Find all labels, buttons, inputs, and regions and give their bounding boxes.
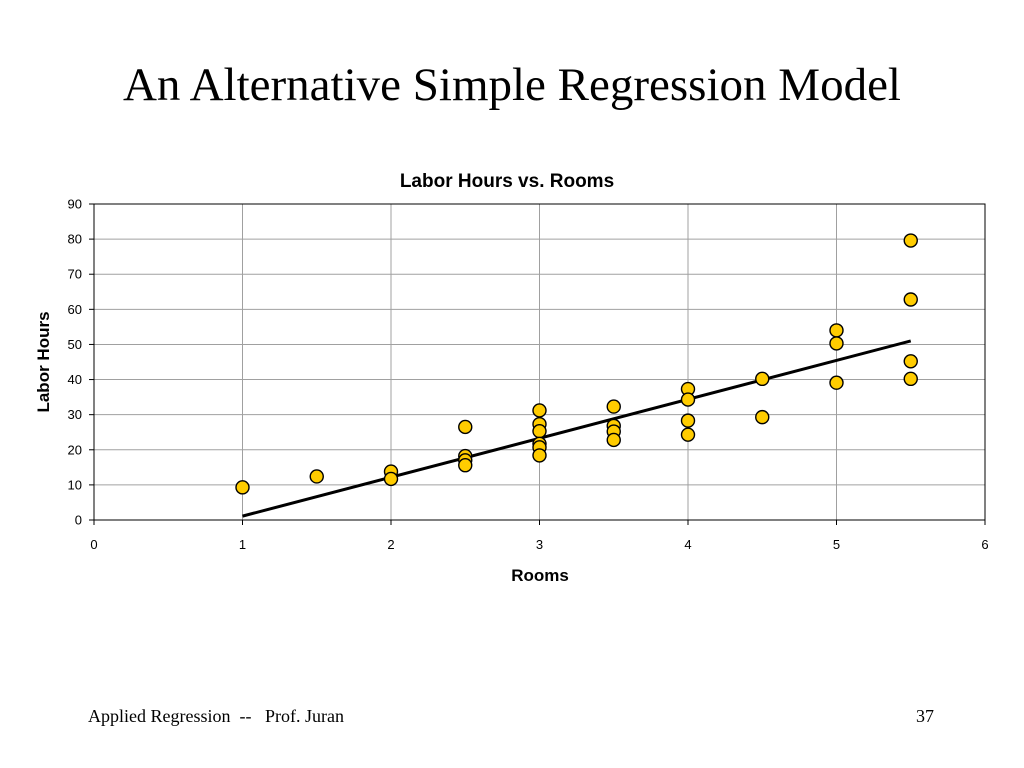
data-point [606,432,621,448]
data-point [309,469,324,484]
x-tick-label: 0 [90,537,97,552]
data-point [829,375,844,390]
data-point [755,409,770,425]
data-point [680,413,696,428]
trendline-group [242,339,912,518]
slide-title: An Alternative Simple Regression Model [122,59,901,111]
axis-ticks: 0 10 20 30 40 50 60 70 80 90 0 1 2 3 4 5 6 [68,197,989,553]
x-tick-label: 6 [981,537,988,552]
footer-page-number: 37 [916,706,934,726]
x-tick-label: 4 [684,537,691,552]
data-point [235,480,250,495]
data-point [903,371,918,387]
x-axis-title: Rooms [511,566,569,585]
y-tick-label: 20 [68,442,82,457]
y-tick-label: 10 [68,477,82,492]
data-point [606,399,621,414]
y-tick-label: 30 [68,407,82,422]
x-tick-label: 1 [239,537,246,552]
data-point [755,371,770,387]
data-point [903,354,918,369]
data-point [458,458,473,473]
chart-title: Labor Hours vs. Rooms [400,171,614,192]
y-tick-label: 80 [68,232,82,247]
y-tick-label: 50 [68,337,82,352]
data-point [532,403,547,418]
data-point [829,323,844,338]
data-point [532,423,547,439]
data-point [532,448,547,463]
data-point [829,336,844,351]
x-tick-label: 2 [387,537,394,552]
data-point [680,392,696,407]
y-axis-title: Labor Hours [34,311,53,412]
x-tick-label: 5 [833,537,840,552]
data-point [903,292,918,307]
y-tick-label: 60 [68,302,82,317]
y-tick-label: 90 [68,197,82,212]
x-tick-label: 3 [536,537,543,552]
data-point [458,419,473,435]
y-tick-label: 70 [68,267,82,282]
data-points [235,233,918,495]
gridlines [94,204,985,520]
y-tick-label: 40 [68,372,82,387]
data-point [903,233,918,248]
y-tick-label: 0 [75,513,82,528]
data-point [680,427,696,442]
footer-course-credit: Applied Regression -- Prof. Juran [88,706,344,726]
data-point [383,471,399,487]
regression-trendline [242,339,912,518]
